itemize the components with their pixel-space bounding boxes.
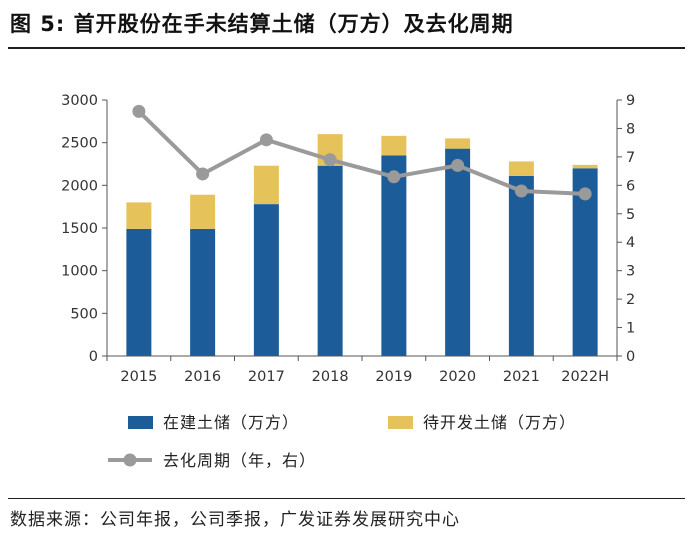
bar-pending-2016 bbox=[190, 194, 216, 229]
point-cycle-2016 bbox=[196, 167, 210, 181]
line-layer bbox=[132, 104, 592, 201]
y-left-tick-label: 3000 bbox=[61, 93, 98, 109]
y-right-tick-label: 2 bbox=[626, 292, 635, 308]
x-tick-label-2015: 2015 bbox=[120, 369, 157, 385]
y-left-tick-label: 1000 bbox=[61, 264, 98, 280]
bar-built-2019 bbox=[381, 155, 407, 356]
chart: 0 500 1000 1500 2000 2500 3000 0 1 2 3 4 5 6 7 8 9 2015 20… bbox=[61, 93, 635, 470]
y-right-tick-label: 5 bbox=[626, 207, 635, 223]
y-right-tick-label: 0 bbox=[626, 349, 635, 365]
bar-pending-2020 bbox=[445, 138, 471, 149]
bar-pending-2021 bbox=[508, 161, 534, 176]
x-tick-label-2016: 2016 bbox=[184, 369, 221, 385]
y-right-tick-label: 4 bbox=[626, 235, 635, 251]
bar-pending-2019 bbox=[381, 135, 407, 156]
point-cycle-2018 bbox=[323, 153, 337, 167]
x-tick-label-2022H: 2022H bbox=[561, 369, 609, 385]
point-cycle-2022H bbox=[578, 187, 592, 201]
title-rule bbox=[8, 47, 685, 49]
bar-built-2020 bbox=[445, 148, 471, 356]
bar-built-2016 bbox=[190, 228, 216, 356]
x-tick-label-2021: 2021 bbox=[503, 369, 540, 385]
y-left-tick-label: 2500 bbox=[61, 136, 98, 152]
point-cycle-2021 bbox=[514, 184, 528, 198]
x-tick-label-2017: 2017 bbox=[248, 369, 285, 385]
bar-pending-2015 bbox=[126, 202, 152, 229]
y-left-tick-label: 1500 bbox=[61, 221, 98, 237]
bar-pending-2017 bbox=[253, 165, 279, 205]
y-right-tick-label: 7 bbox=[626, 150, 635, 166]
y-right-tick-label: 9 bbox=[626, 93, 635, 109]
bar-built-2018 bbox=[317, 165, 343, 356]
line-cycle bbox=[136, 109, 588, 196]
legend-label-cycle: 去化周期（年，右） bbox=[163, 451, 316, 470]
legend-swatch-built bbox=[128, 416, 153, 429]
y-right-tick-label: 8 bbox=[626, 121, 635, 137]
bar-built-2015 bbox=[126, 228, 152, 356]
point-cycle-2017 bbox=[259, 133, 273, 147]
legend-swatch-pending bbox=[388, 416, 413, 429]
figure-title: 图 5: 首开股份在手未结算土储（万方）及去化周期 bbox=[10, 12, 514, 36]
legend-label-built: 在建土储（万方） bbox=[163, 413, 299, 432]
source-note: 数据来源：公司年报，公司季报，广发证券发展研究中心 bbox=[10, 510, 460, 530]
legend-marker-cycle bbox=[123, 453, 137, 467]
y-right-tick-label: 6 bbox=[626, 178, 635, 194]
y-right-tick-label: 3 bbox=[626, 264, 635, 280]
bars-layer bbox=[126, 134, 598, 356]
x-tick-label-2018: 2018 bbox=[312, 369, 349, 385]
axes-layer: 0 500 1000 1500 2000 2500 3000 0 1 2 3 4 5 6 7 8 9 2015 20… bbox=[61, 93, 635, 385]
point-cycle-2015 bbox=[132, 104, 146, 118]
y-left-tick-label: 2000 bbox=[61, 178, 98, 194]
bar-pending-2022H bbox=[572, 164, 598, 169]
x-tick-label-2020: 2020 bbox=[439, 369, 476, 385]
point-cycle-2020 bbox=[451, 158, 465, 172]
y-right-tick-label: 1 bbox=[626, 321, 635, 337]
y-left-tick-label: 0 bbox=[89, 349, 98, 365]
legend: 在建土储（万方） 待开发土储（万方） 去化周期（年，右） bbox=[108, 413, 576, 470]
legend-label-pending: 待开发土储（万方） bbox=[423, 413, 576, 432]
source-rule bbox=[8, 498, 685, 499]
bar-built-2017 bbox=[253, 204, 279, 356]
y-left-tick-label: 500 bbox=[70, 306, 98, 322]
x-tick-label-2019: 2019 bbox=[375, 369, 412, 385]
bar-built-2021 bbox=[508, 175, 534, 356]
point-cycle-2019 bbox=[387, 170, 401, 184]
